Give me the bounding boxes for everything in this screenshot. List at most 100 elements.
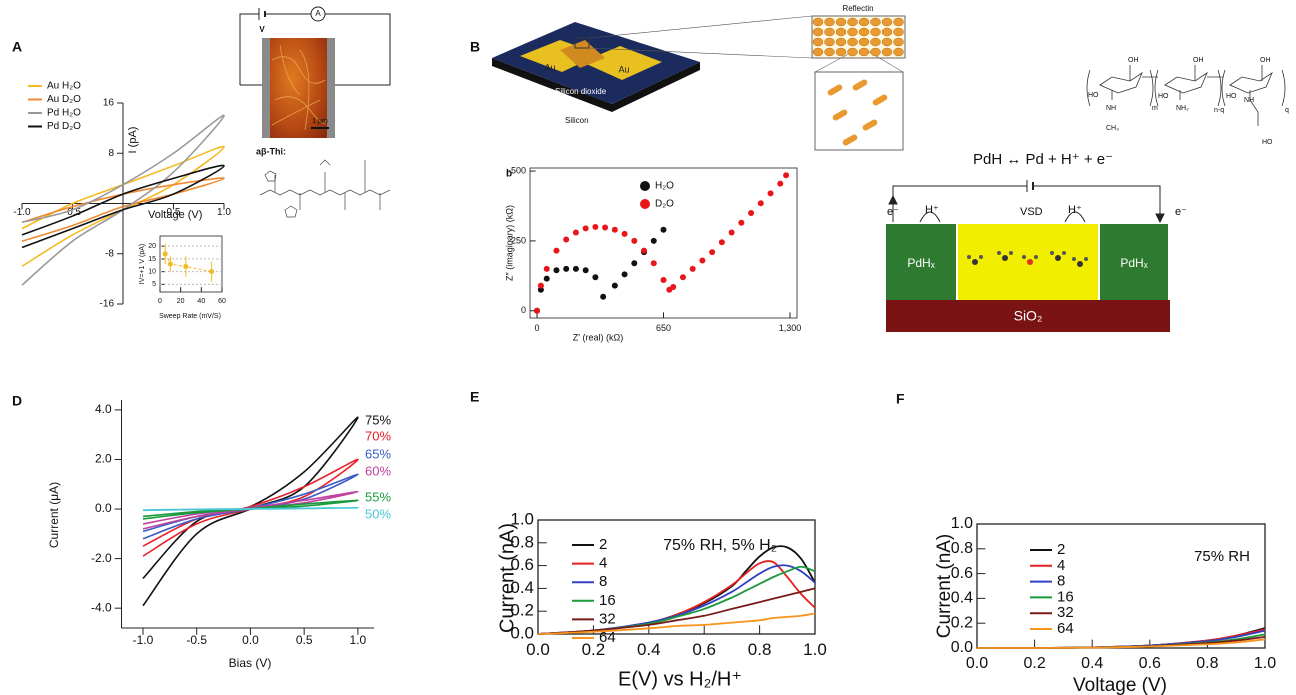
data-point bbox=[709, 249, 716, 256]
data-point bbox=[767, 190, 774, 197]
peptide-unit bbox=[842, 134, 858, 146]
ammeter bbox=[310, 6, 326, 22]
data-point bbox=[592, 223, 599, 230]
reflectin-unit bbox=[847, 17, 858, 27]
legend-label: 70% bbox=[365, 428, 391, 443]
substrate-label: SiO₂ bbox=[1014, 308, 1043, 324]
x-axis-label: Bias (V) bbox=[229, 656, 272, 670]
x-tick-label: -1.0 bbox=[13, 207, 31, 218]
data-point bbox=[611, 282, 618, 289]
data-point bbox=[600, 293, 607, 300]
circuit-label: A bbox=[315, 9, 321, 18]
x-axis-label: E(V) vs H₂/H⁺ bbox=[618, 668, 742, 690]
y-tick-label: -4.0 bbox=[91, 600, 112, 614]
x-tick-label: 1.0 bbox=[350, 633, 367, 647]
y-tick-label: 0.6 bbox=[510, 555, 534, 574]
x-tick-label: 40 bbox=[197, 298, 205, 305]
y-tick-label: 4.0 bbox=[95, 402, 112, 416]
x-tick-label: -0.5 bbox=[186, 633, 207, 647]
data-line bbox=[21, 114, 225, 286]
reflectin-unit bbox=[812, 17, 824, 27]
atom-label: HO bbox=[1158, 93, 1169, 100]
data-point bbox=[621, 230, 628, 237]
y-tick-label: 0.4 bbox=[951, 590, 973, 607]
atom-label: HO bbox=[1262, 139, 1273, 146]
contact-label: PdHₓ bbox=[907, 256, 934, 270]
data-point bbox=[553, 247, 560, 254]
backbone bbox=[259, 189, 391, 196]
reflectin-unit bbox=[835, 27, 847, 37]
side-chain bbox=[264, 159, 381, 218]
data-point bbox=[631, 260, 638, 267]
legend-label: 2 bbox=[599, 536, 607, 553]
data-point bbox=[563, 265, 570, 272]
reflectin-unit bbox=[893, 17, 904, 27]
chitosan-structure bbox=[1086, 65, 1286, 126]
electrode bbox=[582, 46, 662, 80]
peptide-unit bbox=[832, 109, 848, 121]
x-tick-label: 0.4 bbox=[637, 640, 661, 659]
reflectin-unit bbox=[870, 37, 881, 47]
x-tick-label: 0.2 bbox=[582, 640, 606, 659]
peptide-label: aβ-Thi: bbox=[256, 146, 286, 156]
charge-label: VSD bbox=[1020, 206, 1043, 218]
data-point bbox=[611, 226, 618, 233]
x-tick-label: 0.6 bbox=[692, 640, 716, 659]
structure-labels: OH HO NH CH₃ m OH HO NH₂ n-q OH HO NH q … bbox=[1088, 57, 1289, 146]
electrode-label: Au bbox=[544, 62, 555, 72]
contact-label: PdHₓ bbox=[1120, 256, 1147, 270]
channel bbox=[560, 40, 605, 68]
y-tick-label: 5 bbox=[152, 281, 156, 288]
data-point bbox=[783, 172, 790, 179]
legend-label: 60% bbox=[365, 463, 391, 478]
legend-label: 16 bbox=[599, 592, 616, 609]
plot-frame bbox=[537, 519, 816, 635]
x-tick-label: 0.0 bbox=[242, 633, 259, 647]
zoom-box bbox=[574, 37, 590, 49]
trend-line bbox=[164, 253, 212, 273]
x-tick-label: 0.5 bbox=[296, 633, 313, 647]
panel-label: D bbox=[12, 393, 22, 409]
hydrogen bbox=[1084, 257, 1088, 261]
data-point bbox=[572, 229, 579, 236]
reflectin-unit bbox=[847, 37, 858, 47]
reflectin-unit bbox=[881, 37, 893, 47]
wire bbox=[239, 13, 391, 86]
data-point bbox=[534, 307, 541, 314]
charge-label: H⁺ bbox=[925, 204, 939, 216]
legend-label: 8 bbox=[1057, 573, 1065, 590]
afm-image: 1 μm bbox=[262, 38, 335, 138]
x-tick-label: 0.0 bbox=[966, 655, 988, 672]
oxygen bbox=[1002, 255, 1008, 261]
y-tick-label: 10 bbox=[148, 268, 156, 275]
hydrogen bbox=[1034, 255, 1038, 259]
data-point bbox=[728, 229, 735, 236]
legend-swatch bbox=[640, 199, 650, 209]
reflectin-unit bbox=[858, 27, 870, 37]
legend-label: Pd D₂O bbox=[47, 121, 81, 132]
atom-label: m bbox=[1152, 105, 1158, 112]
y-axis-label: Z″ (imaginary) (kΩ) bbox=[504, 205, 514, 281]
x-axis-label: Voltage (V) bbox=[148, 209, 202, 221]
hydrogen bbox=[1062, 251, 1066, 255]
data-point bbox=[602, 224, 609, 231]
y-tick-label: 0 bbox=[521, 305, 526, 315]
y-axis-label: IV=+1 V (pA) bbox=[139, 244, 146, 284]
reflectin-unit bbox=[893, 37, 904, 47]
atom-label: HO bbox=[1088, 92, 1099, 99]
data-line bbox=[537, 612, 816, 635]
y-tick-label: 20 bbox=[148, 243, 156, 250]
data-point bbox=[582, 267, 589, 274]
device-layers bbox=[886, 224, 1170, 332]
equation: PdH ↔ Pd + H⁺ + e⁻ bbox=[973, 151, 1113, 168]
legend-label: 64 bbox=[599, 629, 616, 646]
slab-side bbox=[492, 58, 700, 112]
reflectin-unit bbox=[870, 17, 881, 27]
data-point bbox=[641, 247, 648, 254]
oxygen bbox=[1077, 261, 1083, 267]
wire bbox=[892, 185, 1161, 222]
y-tick-label: 0.0 bbox=[951, 639, 973, 656]
data-line bbox=[21, 145, 225, 267]
x-tick-label: 0.8 bbox=[1196, 655, 1218, 672]
